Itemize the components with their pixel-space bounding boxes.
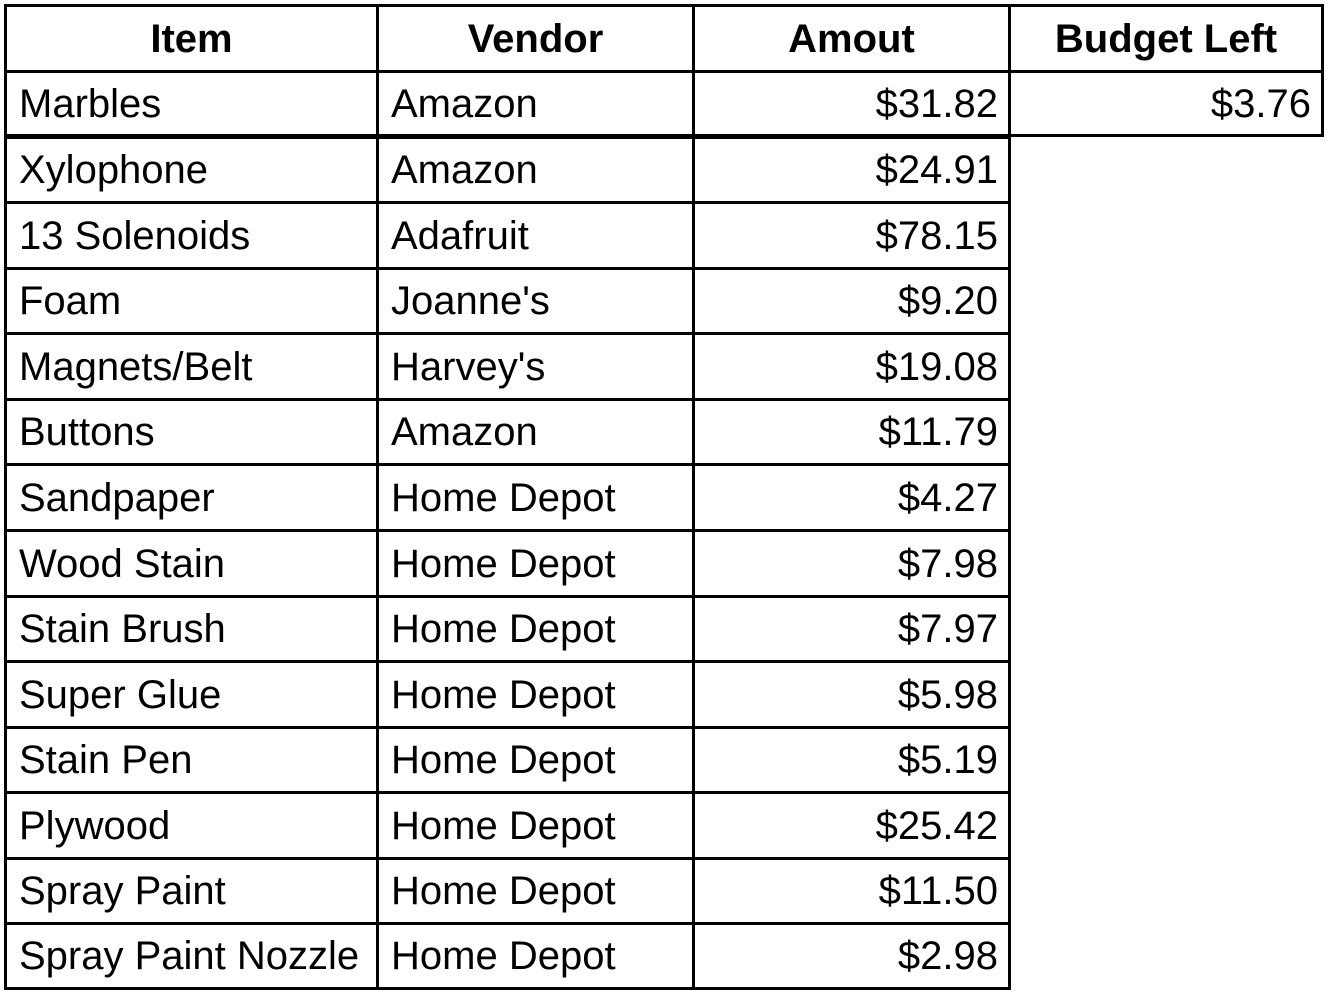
cell-item: Spray Paint (4, 857, 379, 925)
cell-item: Stain Brush (4, 595, 379, 663)
cell-vendor: Home Depot (376, 726, 695, 794)
cell-vendor: Amazon (376, 136, 695, 204)
header-budget-left: Budget Left (1008, 4, 1324, 73)
cell-vendor: Home Depot (376, 660, 695, 729)
cell-item: Plywood (4, 791, 379, 860)
cell-vendor: Amazon (376, 70, 695, 137)
header-amount: Amout (692, 4, 1011, 73)
cell-vendor: Home Depot (376, 922, 695, 990)
cell-amount: $2.98 (692, 922, 1011, 990)
cell-item: Foam (4, 267, 379, 335)
cell-vendor: Adafruit (376, 201, 695, 270)
cell-vendor: Home Depot (376, 791, 695, 860)
cell-amount: $78.15 (692, 201, 1011, 270)
cell-amount: $31.82 (692, 70, 1011, 137)
cell-item: Marbles (4, 70, 379, 137)
cell-item: Magnets/Belt (4, 332, 379, 401)
cell-amount: $24.91 (692, 136, 1011, 204)
header-vendor: Vendor (376, 4, 695, 73)
cell-vendor: Amazon (376, 398, 695, 466)
cell-amount: $19.08 (692, 332, 1011, 401)
cell-vendor: Home Depot (376, 595, 695, 663)
cell-amount: $9.20 (692, 267, 1011, 335)
cell-vendor: Home Depot (376, 529, 695, 598)
cell-vendor: Home Depot (376, 857, 695, 925)
cell-item: Spray Paint Nozzle (4, 922, 379, 990)
cell-item: Buttons (4, 398, 379, 466)
cell-amount: $5.98 (692, 660, 1011, 729)
cell-vendor: Harvey's (376, 332, 695, 401)
budget-left-value: $3.76 (1008, 70, 1324, 137)
cell-item: 13 Solenoids (4, 201, 379, 270)
cell-vendor: Joanne's (376, 267, 695, 335)
cell-amount: $4.27 (692, 463, 1011, 532)
cell-item: Sandpaper (4, 463, 379, 532)
cell-amount: $11.79 (692, 398, 1011, 466)
cell-amount: $11.50 (692, 857, 1011, 925)
cell-item: Wood Stain (4, 529, 379, 598)
cell-item: Xylophone (4, 136, 379, 204)
cell-amount: $25.42 (692, 791, 1011, 860)
cell-amount: $7.98 (692, 529, 1011, 598)
cell-amount: $7.97 (692, 595, 1011, 663)
cell-amount: $5.19 (692, 726, 1011, 794)
cell-vendor: Home Depot (376, 463, 695, 532)
cell-item: Super Glue (4, 660, 379, 729)
header-item: Item (4, 4, 379, 73)
cell-item: Stain Pen (4, 726, 379, 794)
